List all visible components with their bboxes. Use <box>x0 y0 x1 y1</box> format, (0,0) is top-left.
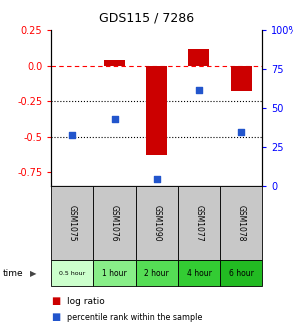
Bar <box>188 49 209 66</box>
Text: 2 hour: 2 hour <box>144 269 169 278</box>
Point <box>239 129 243 134</box>
Text: 1 hour: 1 hour <box>102 269 127 278</box>
Text: GSM1075: GSM1075 <box>68 205 77 242</box>
Text: 0.5 hour: 0.5 hour <box>59 271 86 276</box>
Text: 4 hour: 4 hour <box>187 269 211 278</box>
Text: GSM1076: GSM1076 <box>110 205 119 242</box>
Bar <box>146 66 167 155</box>
Text: GSM1077: GSM1077 <box>195 205 203 242</box>
Bar <box>231 66 252 91</box>
Text: GSM1090: GSM1090 <box>152 205 161 242</box>
Text: ▶: ▶ <box>30 269 37 278</box>
Text: GDS115 / 7286: GDS115 / 7286 <box>99 12 194 25</box>
Text: ■: ■ <box>51 312 61 322</box>
Point <box>197 87 201 92</box>
Text: time: time <box>3 269 23 278</box>
Text: percentile rank within the sample: percentile rank within the sample <box>67 313 203 322</box>
Text: ■: ■ <box>51 296 61 306</box>
Point <box>70 132 75 138</box>
Text: GSM1078: GSM1078 <box>237 205 246 242</box>
Bar <box>104 60 125 66</box>
Point <box>154 176 159 181</box>
Text: 6 hour: 6 hour <box>229 269 253 278</box>
Text: log ratio: log ratio <box>67 297 105 306</box>
Point <box>112 117 117 122</box>
